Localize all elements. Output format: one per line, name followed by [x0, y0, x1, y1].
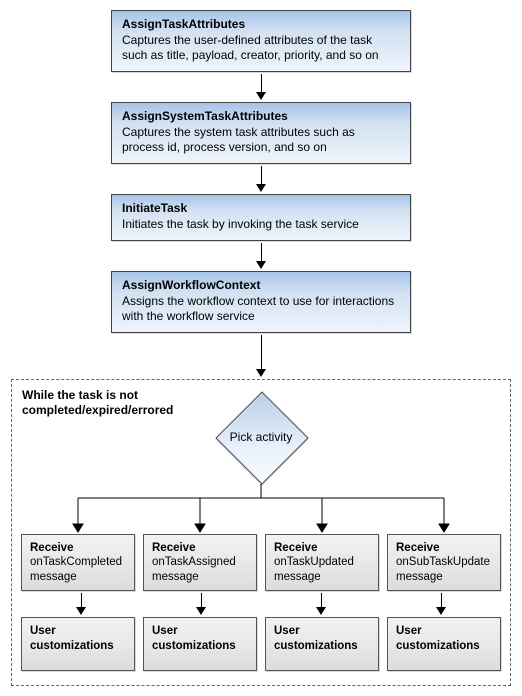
receive-title: Receive — [30, 542, 73, 554]
branch-lines-icon — [21, 484, 501, 534]
customizations-row: User customizations User customizations … — [21, 617, 501, 671]
while-loop-body: Pick activity — [20, 388, 502, 671]
pick-activity-decision: Pick activity — [216, 392, 306, 482]
receive-title: Receive — [274, 542, 317, 554]
arrow-down-icon — [256, 74, 266, 100]
pick-activity-label: Pick activity — [216, 392, 306, 482]
while-loop-container: While the task is not completed/expired/… — [11, 379, 511, 686]
flow-step-title: AssignWorkflowContext — [122, 278, 400, 292]
flow-step-desc: Captures the system task attributes such… — [122, 125, 400, 155]
flow-step-desc: Assigns the workflow context to use for … — [122, 294, 400, 324]
receive-title: Receive — [396, 542, 439, 554]
receive-on-task-completed: Receive onTaskCompleted message — [21, 534, 135, 591]
arrow-down-icon — [256, 243, 266, 269]
arrow-down-icon — [256, 166, 266, 192]
arrow-down-icon — [316, 593, 326, 615]
flow-step-assign-workflow-context: AssignWorkflowContext Assigns the workfl… — [111, 271, 411, 333]
arrow-down-icon — [436, 593, 446, 615]
arrow-down-icon — [76, 593, 86, 615]
receive-message: onTaskAssigned message — [152, 556, 236, 582]
pick-activity-text: Pick activity — [230, 430, 293, 444]
receive-message: onTaskUpdated message — [274, 556, 354, 582]
receive-message: onTaskCompleted message — [30, 556, 122, 582]
user-customizations-label: User customizations — [152, 625, 236, 651]
flow-step-assign-task-attributes: AssignTaskAttributes Captures the user-d… — [111, 10, 411, 72]
user-customizations-box: User customizations — [265, 617, 379, 671]
flowchart-root: AssignTaskAttributes Captures the user-d… — [10, 10, 512, 686]
flow-step-assign-system-task-attributes: AssignSystemTaskAttributes Captures the … — [111, 102, 411, 164]
while-loop-label: While the task is not completed/expired/… — [22, 388, 172, 418]
receive-on-task-updated: Receive onTaskUpdated message — [265, 534, 379, 591]
user-customizations-box: User customizations — [21, 617, 135, 671]
receive-on-subtask-update: Receive onSubTaskUpdate message — [387, 534, 501, 591]
flow-step-title: AssignSystemTaskAttributes — [122, 109, 400, 123]
mini-arrow-row — [21, 591, 501, 617]
user-customizations-label: User customizations — [30, 625, 114, 651]
arrow-down-icon — [256, 335, 266, 377]
flow-step-initiate-task: InitiateTask Initiates the task by invok… — [111, 194, 411, 241]
receive-message: onSubTaskUpdate message — [396, 556, 490, 582]
receive-title: Receive — [152, 542, 195, 554]
flow-step-title: AssignTaskAttributes — [122, 17, 400, 31]
receive-on-task-assigned: Receive onTaskAssigned message — [143, 534, 257, 591]
flow-step-title: InitiateTask — [122, 201, 400, 215]
branch-connectors — [21, 484, 501, 534]
user-customizations-label: User customizations — [396, 625, 480, 651]
user-customizations-box: User customizations — [387, 617, 501, 671]
flow-step-desc: Captures the user-defined attributes of … — [122, 33, 400, 63]
receive-row: Receive onTaskCompleted message Receive … — [21, 534, 501, 591]
user-customizations-label: User customizations — [274, 625, 358, 651]
arrow-down-icon — [196, 593, 206, 615]
flow-step-desc: Initiates the task by invoking the task … — [122, 217, 400, 232]
user-customizations-box: User customizations — [143, 617, 257, 671]
